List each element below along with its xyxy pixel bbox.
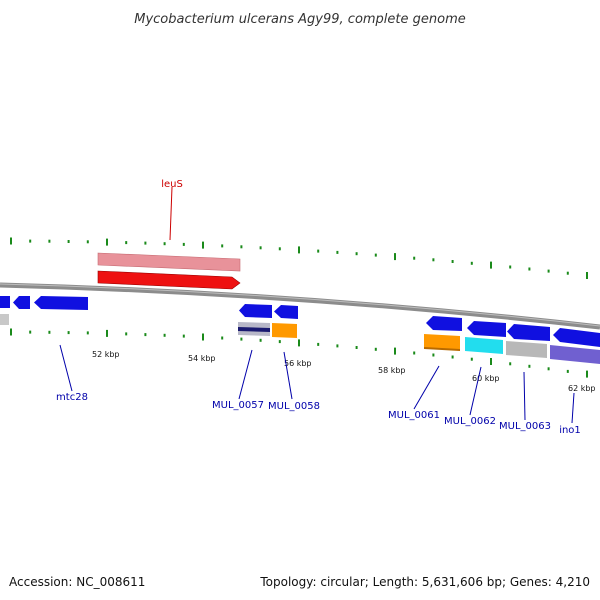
scale-label-58kbp: 58 kbp [378,366,406,375]
inner-tick-row [10,328,588,378]
gene-MUL_0061-shade [424,347,460,351]
scale-label-56kbp: 56 kbp [284,359,312,368]
accession-text: Accession: NC_008611 [9,575,145,589]
gene-MUL_0063[interactable] [506,341,547,358]
gene-left-2[interactable] [13,296,30,309]
gene-label-leuS: leuS [161,179,183,190]
gene-label-mtc28: mtc28 [56,392,88,403]
gene-label-MUL_0057: MUL_0057 [212,400,264,411]
gene-right-3[interactable] [507,324,550,341]
genome-backbone [0,282,600,330]
gene-mid-1[interactable] [239,304,272,318]
gene-label-MUL_0058: MUL_0058 [268,401,320,412]
gene-MUL_0061[interactable] [424,334,460,350]
scale-label-62kbp: 62 kbp [568,384,596,393]
gene-label-MUL_0061: MUL_0061 [388,410,440,421]
gene-ino1[interactable] [550,345,600,364]
gene-right-4[interactable] [553,328,600,347]
leader-lines [59,186,575,424]
gene-MUL_0057-inner [238,327,270,332]
topology-summary: Topology: circular; Length: 5,631,606 bp… [259,575,590,589]
gene-left-gray[interactable] [0,314,9,325]
gene-label-MUL_0062: MUL_0062 [444,416,496,427]
gene-leuS-light[interactable] [97,252,241,272]
map-title: Mycobacterium ulcerans Agy99, complete g… [134,12,466,27]
gene-mid-2[interactable] [274,305,298,319]
gene-label-MUL_0063: MUL_0063 [499,421,551,432]
gene-MUL_0058[interactable] [272,323,297,338]
gene-label-ino1: ino1 [559,425,581,436]
gene-right-1[interactable] [426,316,462,331]
scale-label-52kbp: 52 kbp [92,350,120,359]
gene-right-2[interactable] [467,321,506,337]
gene-MUL_0062[interactable] [465,337,503,354]
genome-backbone-highlight [0,283,600,327]
outer-tick-row [10,237,588,279]
scale-label-54kbp: 54 kbp [188,354,216,363]
gene-left-1[interactable] [0,296,10,308]
gene-leuS-dark[interactable] [97,270,241,290]
scale-label-60kbp: 60 kbp [472,374,500,383]
gene-left-3[interactable] [34,296,88,310]
